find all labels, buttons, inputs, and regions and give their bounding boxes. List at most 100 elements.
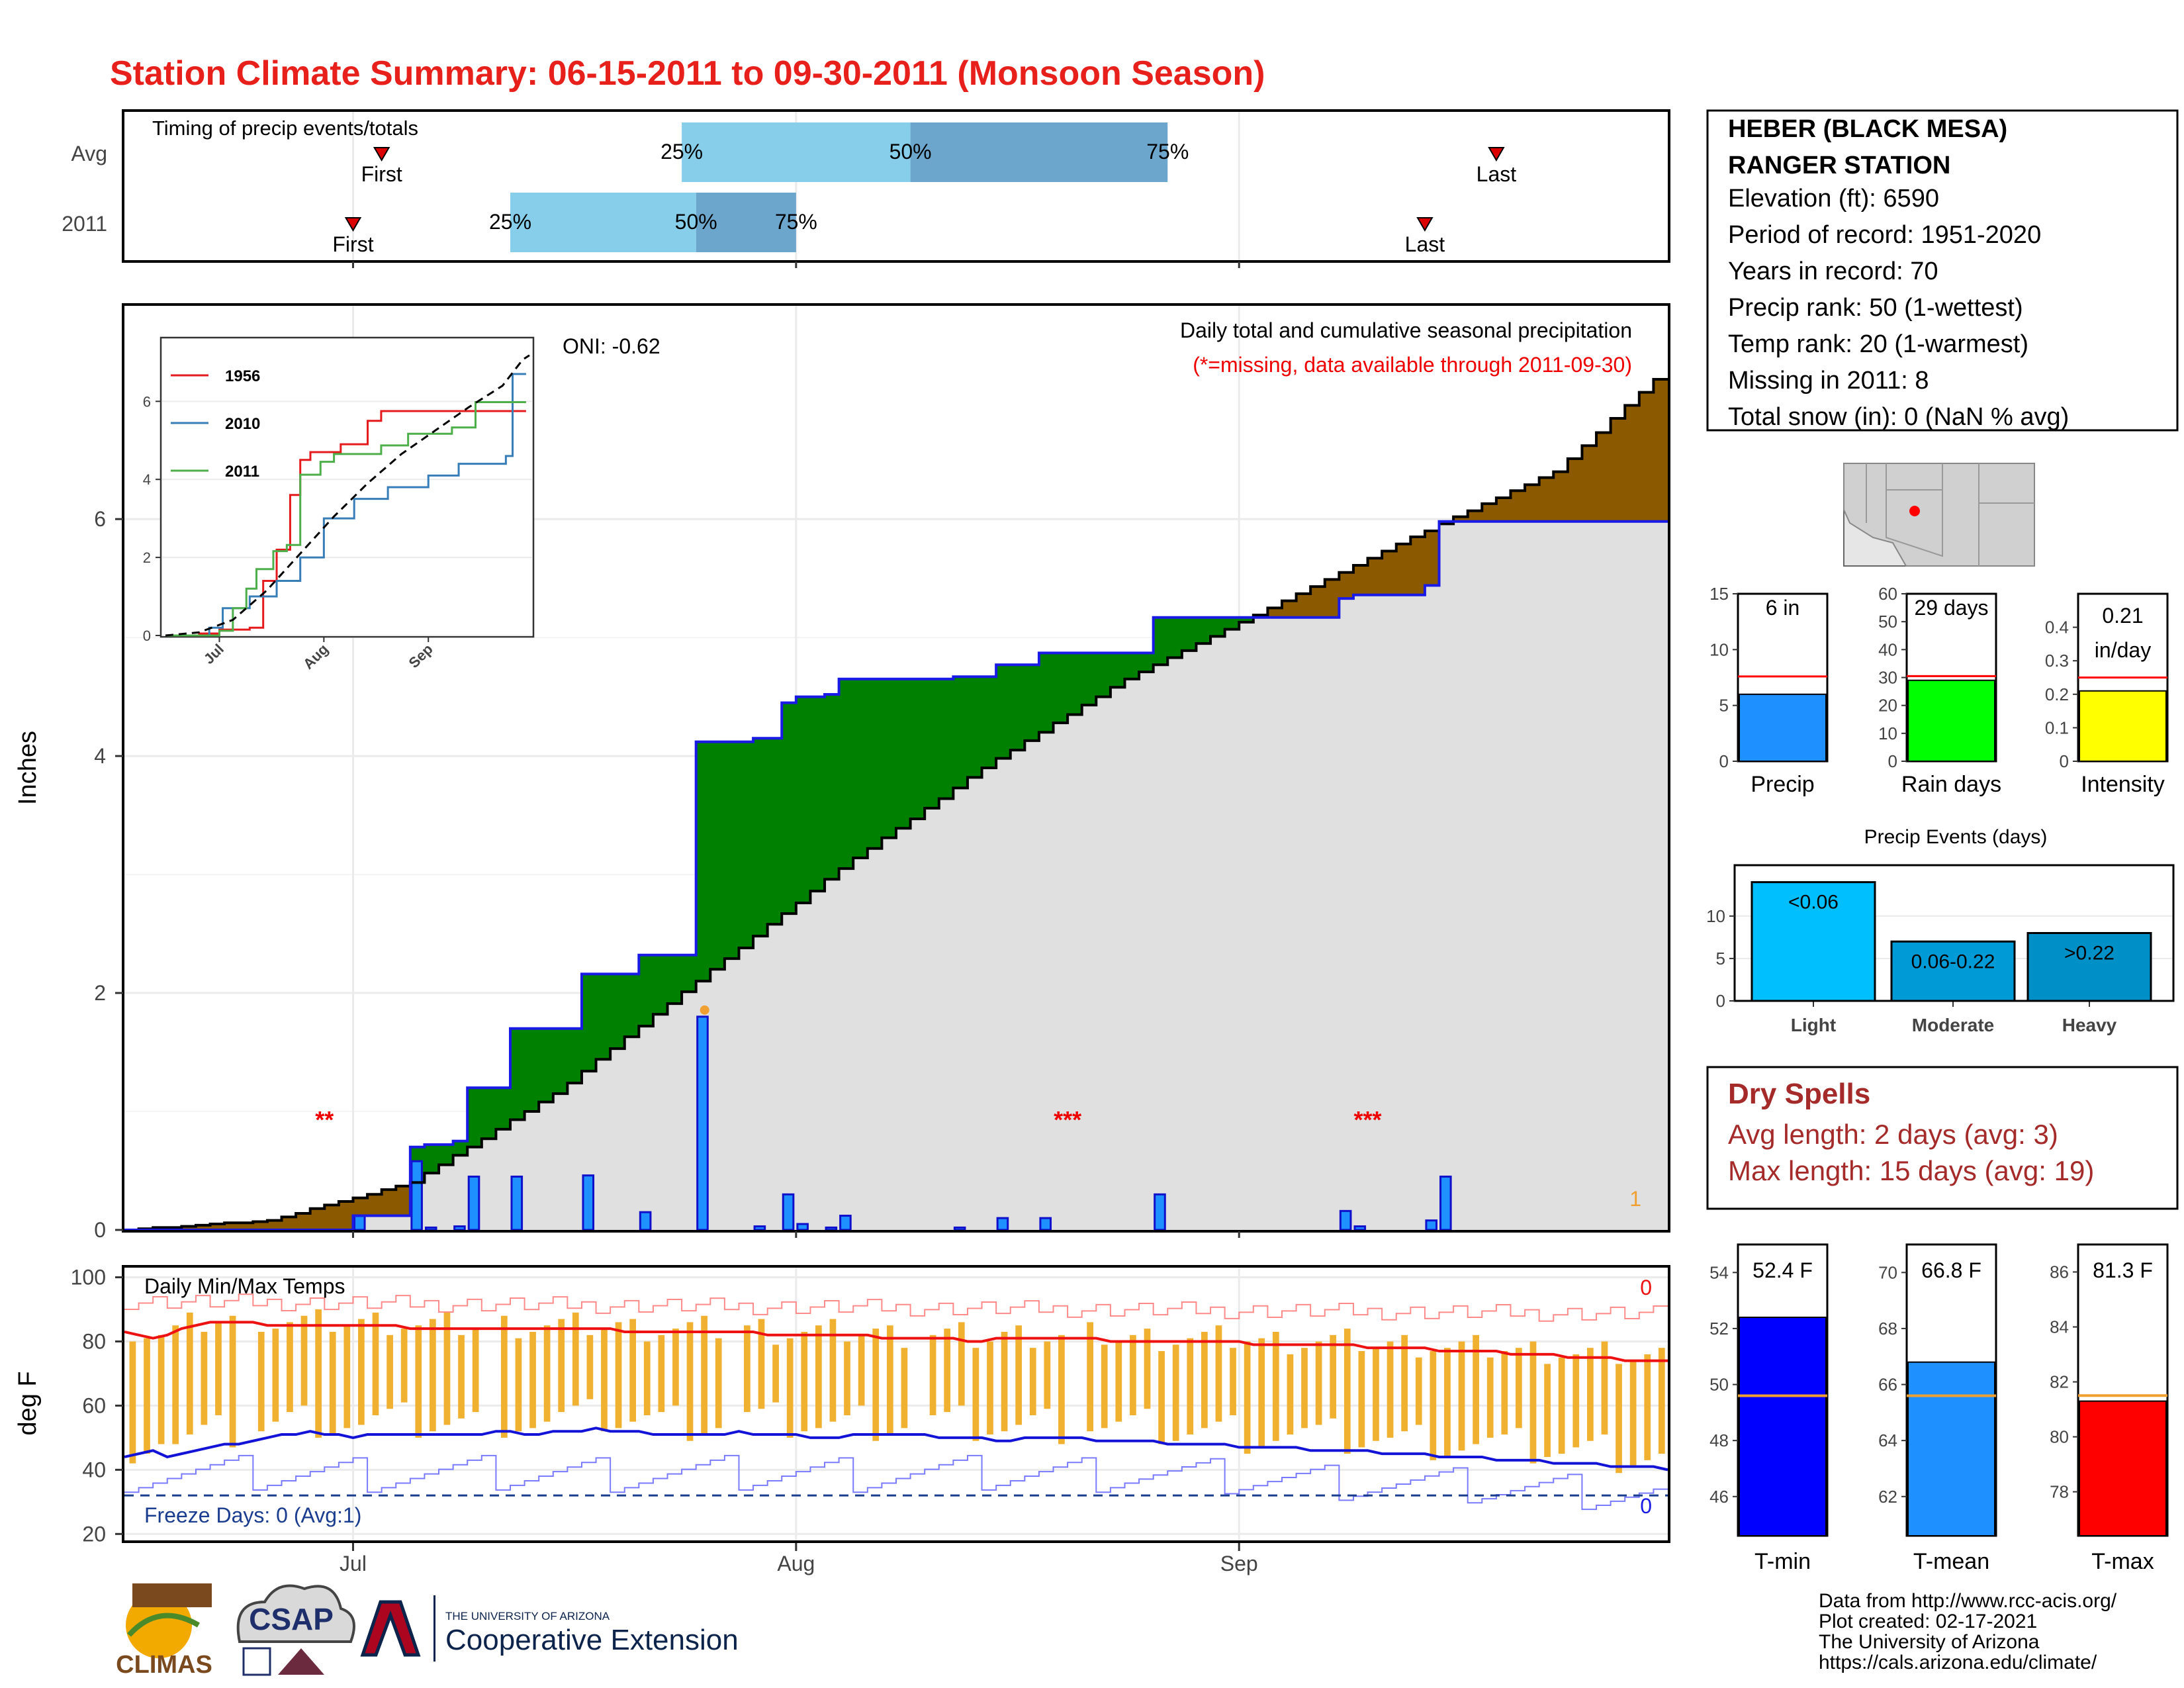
precip-anomaly-area bbox=[1610, 418, 1625, 522]
timing-label-50: 50% bbox=[889, 140, 932, 164]
precip-anomaly-area bbox=[1424, 531, 1440, 586]
precip-base-area bbox=[825, 879, 840, 1230]
precip-base-area bbox=[1167, 657, 1183, 1230]
precip-daily-bar bbox=[410, 1160, 423, 1231]
precip-anomaly-area bbox=[1310, 586, 1326, 618]
station-name-line2: RANGER STATION bbox=[1728, 152, 1950, 179]
precip-daily-bar bbox=[953, 1226, 966, 1231]
inset-frame bbox=[159, 336, 535, 638]
temp-daily-range-bar bbox=[329, 1331, 336, 1435]
precip-anomaly-area bbox=[539, 1028, 554, 1102]
precip-anomaly-area bbox=[1367, 558, 1383, 595]
precip-anomaly-area bbox=[510, 1028, 525, 1120]
temp-daily-range-bar bbox=[1501, 1351, 1508, 1435]
temp-daily-range-bar bbox=[872, 1329, 880, 1441]
temp-y-tick-label: 80 bbox=[82, 1329, 106, 1353]
precip-base-area bbox=[596, 1059, 611, 1230]
temp-daily-range-bar bbox=[944, 1329, 951, 1413]
precip-daily-bar bbox=[1339, 1209, 1352, 1231]
timing-first-label: First bbox=[332, 232, 373, 256]
precip-base-area bbox=[1382, 594, 1397, 1230]
temp-daily-range-bar bbox=[858, 1335, 865, 1406]
precip-daily-bar bbox=[1353, 1225, 1367, 1231]
temp-panel-frame bbox=[122, 1265, 1670, 1543]
locator-map-state-borders bbox=[1866, 463, 2034, 566]
mini-temp-bar bbox=[1907, 1361, 1995, 1537]
temp-daily-range-bar bbox=[958, 1322, 965, 1406]
temp-daily-range-bar bbox=[358, 1319, 365, 1425]
precip-anomaly-area bbox=[1410, 537, 1426, 595]
temp-y-axis-label: deg F bbox=[14, 1371, 42, 1435]
temp-daily-range-bar bbox=[1115, 1341, 1122, 1422]
mini-precip-bar bbox=[1907, 679, 1995, 763]
temp-daily-range-bar bbox=[186, 1312, 193, 1435]
mini-precip-y-tick-label: 0 bbox=[1888, 751, 1897, 771]
temp-daily-range-bar bbox=[400, 1329, 408, 1403]
temp-daily-range-bar bbox=[215, 1322, 222, 1415]
precip-anomaly-area bbox=[753, 738, 768, 937]
temp-daily-range-bar bbox=[972, 1348, 979, 1441]
precip-corner-count: 1 bbox=[1629, 1187, 1641, 1211]
precip-anomaly-area bbox=[810, 696, 825, 892]
mini-temp-y-tick-label: 46 bbox=[1709, 1487, 1729, 1507]
precip-anomaly-area bbox=[481, 1088, 497, 1139]
precip-average-cumulative-line bbox=[124, 377, 1668, 1231]
precip-base-area bbox=[682, 992, 697, 1230]
events-category-label: Light bbox=[1791, 1015, 1836, 1035]
precip-anomaly-area bbox=[953, 677, 968, 788]
precip-anomaly-area bbox=[1110, 653, 1126, 688]
temp-daily-range-bar bbox=[1444, 1348, 1451, 1457]
precip-y-tick-label: 6 bbox=[94, 507, 106, 531]
mini-precip-y-tick-label: 30 bbox=[1878, 668, 1897, 688]
temp-daily-range-bar bbox=[701, 1315, 707, 1435]
temp-daily-range-bar bbox=[786, 1338, 794, 1438]
precip-y-tick-label: 4 bbox=[94, 744, 106, 768]
precip-anomaly-area bbox=[424, 1145, 439, 1174]
precip-anomaly-area bbox=[181, 1226, 197, 1230]
precip-daily-bar bbox=[1439, 1175, 1452, 1231]
precip-base-area bbox=[1539, 521, 1554, 1230]
footer-website: https://cals.arizona.edu/climate/ bbox=[1819, 1652, 2097, 1673]
timing-label-75: 75% bbox=[1146, 140, 1189, 164]
precip-anomaly-area bbox=[267, 1220, 283, 1230]
station-location-dot bbox=[1909, 506, 1920, 516]
temp-daily-range-bar bbox=[686, 1322, 694, 1441]
precip-daily-bar bbox=[453, 1225, 466, 1231]
precip-anomaly-area bbox=[882, 679, 897, 838]
temp-daily-range-bar bbox=[1373, 1348, 1379, 1441]
mini-precip-axis-label: Intensity bbox=[2081, 772, 2165, 797]
temp-daily-range-bar bbox=[472, 1329, 479, 1413]
inset-average-line bbox=[165, 354, 530, 637]
precip-daily-bar bbox=[639, 1211, 652, 1231]
precip-daily-bar bbox=[839, 1215, 852, 1231]
inset-legend-label: 2010 bbox=[225, 415, 260, 433]
timing-first-marker bbox=[373, 147, 390, 162]
mini-temp-y-tick-label: 50 bbox=[1709, 1375, 1729, 1395]
precip-anomaly-area bbox=[310, 1208, 325, 1230]
temp-daily-range-bar bbox=[601, 1329, 608, 1432]
page-title: Station Climate Summary: 06-15-2011 to 0… bbox=[110, 54, 1265, 93]
temp-daily-range-bar bbox=[586, 1335, 594, 1399]
precip-base-area bbox=[1582, 521, 1597, 1230]
precip-base-area bbox=[653, 1014, 668, 1230]
precip-anomaly-area bbox=[1010, 665, 1025, 751]
timing-label-50: 50% bbox=[675, 210, 717, 234]
precip-y-axis-label: Inches bbox=[14, 731, 42, 805]
temp-daily-range-bar bbox=[272, 1329, 279, 1422]
precip-daily-bar bbox=[353, 1215, 366, 1231]
precip-anomaly-area bbox=[367, 1194, 383, 1216]
precip-events-chart: <0.06 Light 0.06-0.22 Moderate >0.22 Heavy 0 5 1… bbox=[1706, 864, 2175, 1035]
temp-daily-range-bar bbox=[372, 1312, 379, 1415]
temp-daily-range-bar bbox=[1130, 1335, 1136, 1415]
mini-precip-y-tick-label: 0.2 bbox=[2045, 684, 2069, 704]
precip-anomaly-area bbox=[210, 1224, 225, 1230]
mini-precip-panels: 0 5 10 15 6 in Precip 0 10 20 30 40 50 60 29 days Rain… bbox=[1709, 584, 2169, 797]
precip-base-area bbox=[1110, 687, 1126, 1230]
temp-daily-range-bar bbox=[758, 1319, 765, 1409]
timing-row-label-avg: Avg bbox=[71, 142, 107, 165]
precip-base-area bbox=[1024, 740, 1040, 1230]
events-bar-label: <0.06 bbox=[1788, 892, 1839, 914]
temp-daily-range-bar bbox=[1244, 1341, 1251, 1454]
station-name-line1: HEBER (BLACK MESA) bbox=[1728, 115, 2007, 143]
